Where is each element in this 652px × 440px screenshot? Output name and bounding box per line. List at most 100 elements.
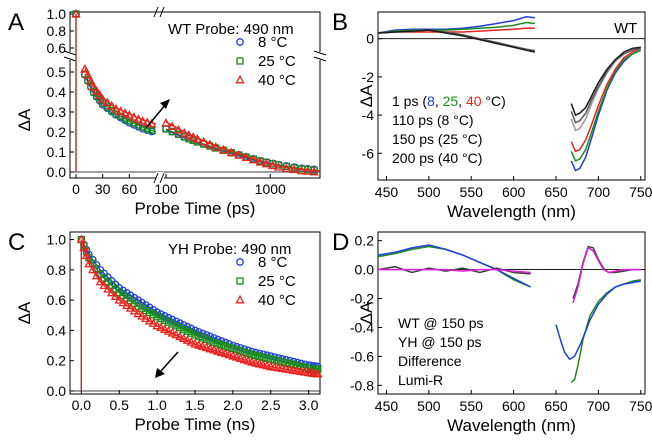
data-point	[83, 70, 93, 79]
data-point	[142, 117, 152, 127]
data-point	[261, 158, 272, 168]
data-point	[179, 128, 190, 137]
data-point	[110, 291, 121, 300]
panel-title: YH Probe: 490 nm	[168, 241, 291, 258]
y-axis-label: ΔA	[357, 301, 376, 324]
panel-b: 450 500 550 600 650 700 750 0 -2 -4 -6 B ΔA Wavelengt…	[332, 9, 652, 221]
legend-label: 25 °C	[258, 273, 296, 290]
x-tick-label: 60	[122, 181, 138, 197]
legend-text: 1 ps (	[392, 93, 427, 109]
fit-line	[80, 239, 321, 371]
y-tick-label: -0.6	[350, 348, 374, 364]
data-point	[187, 329, 195, 337]
legend-label: YH @ 150 ps	[398, 334, 481, 350]
y-tick-label: 0.2	[47, 353, 67, 369]
y-break-mask	[64, 52, 76, 60]
data-point	[188, 132, 198, 141]
x-tick-label: 600	[502, 398, 526, 414]
data-point	[81, 250, 92, 260]
y-tick-label: -0.8	[350, 377, 374, 393]
data-point	[180, 133, 189, 141]
data-point	[95, 276, 105, 286]
legend-label: Lumi-R	[398, 372, 443, 388]
data-point	[99, 280, 109, 290]
spectrum-line	[377, 16, 535, 34]
data-point	[183, 327, 192, 335]
panel-a: 1.00.80.6 0.5 0.4 0.3 0.2 0.1 0.0 0 30 60 100 1000 W…	[8, 6, 327, 218]
data-point	[297, 362, 305, 371]
data-point	[167, 121, 177, 131]
data-point	[184, 130, 194, 139]
x-tick-label: 650	[544, 398, 568, 414]
series-line	[377, 21, 642, 162]
data-point	[92, 86, 102, 95]
y-tick-label: 0	[366, 31, 374, 47]
x-tick-label: 450	[375, 398, 399, 414]
legend-marker	[236, 57, 244, 65]
legend-temp: 40	[466, 93, 482, 109]
y-axis-label: ΔA	[357, 84, 376, 107]
x-axis-label: Probe Time (ns)	[135, 415, 256, 434]
data-point	[95, 90, 105, 99]
y-tick-label: 0.2	[355, 233, 375, 249]
x-tick-label: 550	[460, 398, 484, 414]
y-tick-label: 1.0	[47, 6, 67, 22]
y-tick-label: 0.0	[47, 164, 67, 180]
x-tick-label: 550	[460, 184, 484, 200]
data-point	[149, 311, 157, 319]
spectrum-line	[377, 244, 531, 288]
data-point	[153, 313, 161, 321]
y-tick-label: 0.3	[47, 104, 67, 120]
x-axis-label: Wavelength (nm)	[447, 416, 576, 435]
y-break-mask	[314, 52, 326, 60]
y-tick-label: 0.2	[47, 124, 67, 140]
data-point	[115, 106, 126, 115]
legend-label: 110 ps (8 °C)	[392, 112, 474, 128]
spectrum-line	[377, 29, 535, 52]
data-point	[137, 116, 148, 125]
legend-marker	[236, 277, 244, 285]
data-point	[202, 335, 211, 344]
series-line	[378, 246, 641, 304]
data-point	[176, 324, 184, 332]
data-point	[198, 334, 207, 342]
data-point	[129, 112, 139, 121]
series-line	[377, 29, 641, 117]
x-break-mark	[159, 6, 165, 18]
data-point	[79, 242, 89, 252]
data-point	[241, 152, 251, 162]
x-break-mask	[156, 172, 164, 184]
series-triangle	[76, 234, 323, 391]
data-point	[161, 316, 169, 325]
data-point	[103, 103, 111, 111]
data-point	[103, 284, 113, 293]
y-tick-label: 0.5	[47, 64, 67, 80]
data-point	[133, 114, 144, 123]
data-point	[255, 157, 265, 166]
legend-temp: 8	[427, 93, 435, 109]
data-point	[218, 144, 229, 154]
trend-arrow	[159, 351, 179, 373]
legend-comma: ,	[458, 93, 466, 109]
data-point	[191, 331, 199, 339]
spectrum-line	[377, 21, 535, 34]
data-point	[119, 286, 127, 295]
data-point	[91, 270, 102, 280]
spectrum-line	[570, 46, 641, 117]
y-tick-label: 0.8	[47, 262, 67, 278]
data-point	[145, 308, 154, 317]
y-tick-label: 0.6	[47, 292, 67, 308]
data-point	[120, 108, 130, 117]
spectrum-line	[377, 29, 535, 53]
x-break-mark	[153, 172, 159, 184]
y-axis-label: ΔA	[15, 301, 34, 324]
data-point	[248, 154, 259, 164]
y-tick-label: 0.8	[47, 23, 67, 39]
data-point	[86, 76, 96, 85]
legend-label: 150 ps (25 °C)	[392, 131, 482, 147]
data-point	[161, 118, 171, 127]
legend-label: 200 ps (40 °C)	[392, 150, 482, 166]
data-point	[157, 314, 165, 323]
data-point	[168, 320, 176, 328]
